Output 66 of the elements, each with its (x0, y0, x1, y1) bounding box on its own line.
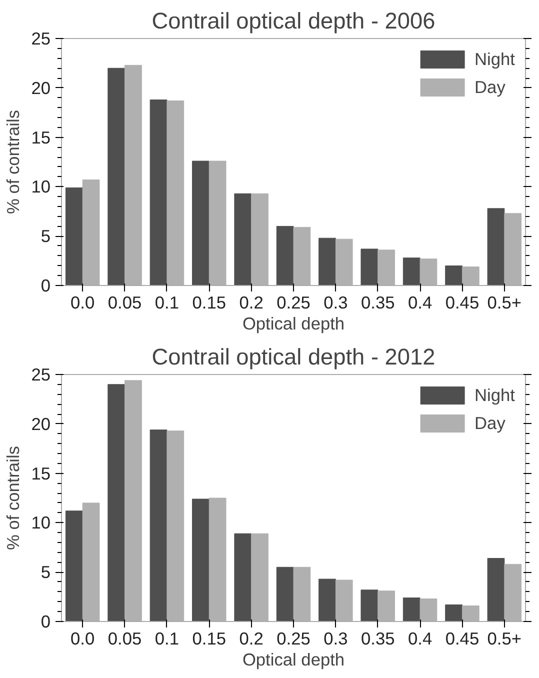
legend-label: Night (474, 384, 515, 406)
x-tick-label: 0.2 (239, 628, 264, 648)
x-tick-label: 0.1 (154, 628, 180, 648)
x-tick-label: 0.35 (361, 628, 395, 648)
x-axis-title: Optical depth (242, 314, 345, 334)
y-tick-label: 0 (40, 276, 51, 296)
bar (192, 160, 210, 286)
bar (276, 566, 294, 622)
x-tick-label: 0.0 (70, 628, 95, 648)
bar (108, 68, 126, 286)
x-tick-label: 0.25 (276, 292, 310, 312)
x-tick-label: 0.15 (192, 292, 226, 312)
y-tick-label: 10 (31, 512, 51, 533)
x-tick-label: 0.15 (192, 628, 226, 648)
x-tick-label: 0.25 (276, 628, 310, 648)
bar (402, 598, 420, 622)
legend-label: Night (474, 48, 515, 70)
bar (234, 533, 252, 622)
y-tick-label: 10 (31, 176, 51, 197)
x-tick-label: 0.5+ (487, 628, 522, 648)
x-tick-label: 0.4 (408, 292, 432, 312)
bar (276, 226, 294, 286)
bar (65, 187, 83, 286)
x-tick-label: 0.3 (324, 292, 348, 312)
y-tick-label: 20 (31, 414, 51, 434)
x-tick-label: 0.0 (70, 292, 95, 312)
bar (108, 384, 126, 622)
x-tick-label: 0.4 (408, 628, 432, 648)
y-tick-label: 0 (40, 612, 51, 632)
y-tick-label: 15 (31, 127, 51, 148)
x-tick-label: 0.05 (108, 628, 142, 648)
y-tick-label: 15 (31, 463, 51, 484)
bar (487, 208, 505, 286)
bar (445, 265, 462, 286)
y-axis-title: % of contrails (3, 446, 24, 550)
y-tick-label: 5 (40, 562, 51, 582)
bar (487, 558, 505, 622)
chart-title: Contrail optical depth - 2012 (152, 344, 436, 370)
x-tick-label: 0.2 (239, 292, 264, 312)
legend-label: Day (474, 76, 506, 98)
x-tick-label: 0.35 (361, 292, 395, 312)
bar (445, 604, 462, 622)
y-tick-label: 20 (31, 78, 51, 98)
bar (402, 258, 420, 286)
x-tick-label: 0.3 (324, 628, 348, 648)
y-tick-label: 25 (31, 28, 51, 48)
y-tick-label: 5 (40, 226, 51, 246)
x-tick-label: 0.45 (445, 628, 480, 648)
x-tick-label: 0.1 (154, 292, 180, 312)
bar (318, 578, 336, 622)
bar (150, 100, 168, 286)
x-tick-label: 0.05 (108, 292, 142, 312)
x-tick-label: 0.5+ (487, 292, 522, 312)
y-tick-label: 25 (31, 364, 51, 384)
y-axis-title: % of contrails (3, 110, 24, 214)
bar (192, 498, 210, 622)
legend-label: Day (474, 412, 506, 434)
bar (360, 590, 378, 622)
bar (360, 248, 378, 286)
x-axis-title: Optical depth (242, 650, 345, 670)
bar (318, 238, 336, 286)
x-tick-label: 0.45 (445, 292, 480, 312)
bar (234, 193, 252, 286)
chart-title: Contrail optical depth - 2006 (152, 8, 436, 34)
bar (150, 430, 168, 622)
bar (65, 510, 83, 622)
